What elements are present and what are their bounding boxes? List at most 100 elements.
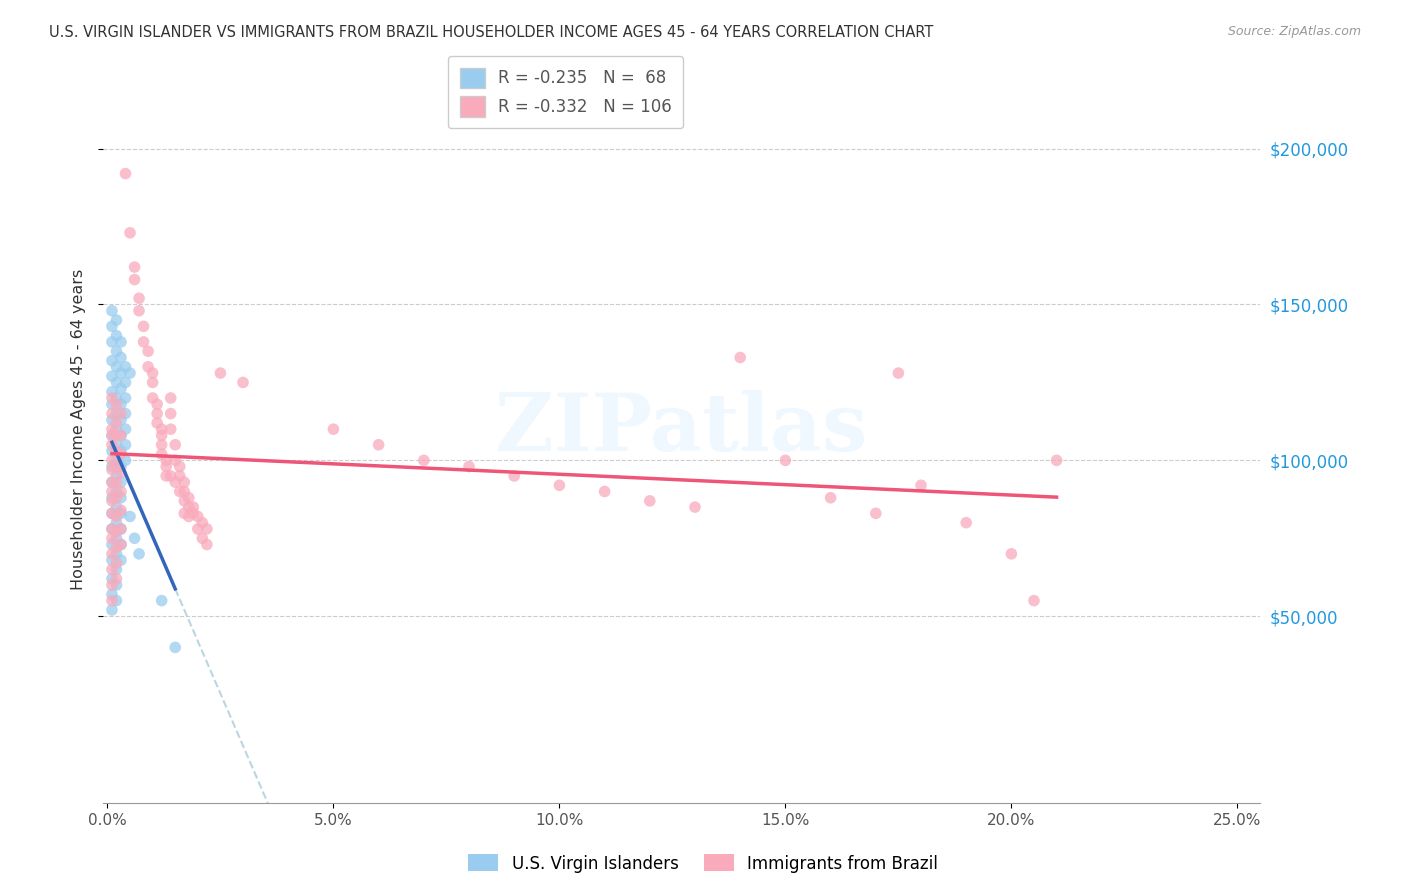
Point	[638, 494, 661, 508]
Point	[173, 484, 195, 499]
Point	[105, 541, 128, 555]
Point	[101, 422, 124, 436]
Point	[105, 428, 128, 442]
Point	[101, 428, 124, 442]
Text: ZIPatlas: ZIPatlas	[495, 390, 868, 468]
Point	[101, 587, 124, 601]
Point	[683, 500, 706, 515]
Point	[101, 463, 124, 477]
Point	[105, 459, 128, 474]
Point	[101, 506, 124, 520]
Point	[146, 397, 169, 411]
Point	[105, 422, 128, 436]
Point	[955, 516, 977, 530]
Point	[124, 531, 146, 545]
Point	[101, 491, 124, 505]
Point	[177, 491, 200, 505]
Point	[169, 484, 191, 499]
Point	[118, 509, 141, 524]
Point	[110, 334, 132, 349]
Point	[101, 475, 124, 490]
Point	[101, 572, 124, 586]
Point	[105, 500, 128, 515]
Point	[101, 537, 124, 551]
Point	[173, 506, 195, 520]
Point	[101, 413, 124, 427]
Point	[1022, 593, 1045, 607]
Point	[118, 226, 141, 240]
Point	[136, 359, 159, 374]
Point	[110, 537, 132, 551]
Point	[187, 522, 209, 536]
Point	[165, 453, 187, 467]
Point	[101, 562, 124, 576]
Point	[159, 469, 181, 483]
Point	[110, 503, 132, 517]
Point	[105, 438, 128, 452]
Point	[412, 453, 434, 467]
Point	[114, 391, 136, 405]
Point	[105, 407, 128, 421]
Point	[101, 578, 124, 592]
Point	[177, 509, 200, 524]
Point	[458, 459, 481, 474]
Point	[110, 447, 132, 461]
Point	[114, 438, 136, 452]
Point	[503, 469, 526, 483]
Point	[191, 516, 214, 530]
Point	[110, 397, 132, 411]
Point	[142, 376, 165, 390]
Point	[105, 453, 128, 467]
Point	[101, 319, 124, 334]
Point	[232, 376, 254, 390]
Point	[146, 407, 169, 421]
Point	[728, 351, 751, 365]
Point	[110, 522, 132, 536]
Point	[110, 428, 132, 442]
Point	[209, 366, 232, 380]
Point	[177, 500, 200, 515]
Point	[775, 453, 797, 467]
Point	[101, 407, 124, 421]
Point	[124, 260, 146, 274]
Point	[132, 334, 155, 349]
Point	[110, 506, 132, 520]
Point	[1045, 453, 1067, 467]
Point	[105, 578, 128, 592]
Point	[101, 522, 124, 536]
Legend: U.S. Virgin Islanders, Immigrants from Brazil: U.S. Virgin Islanders, Immigrants from B…	[461, 847, 945, 880]
Point	[101, 475, 124, 490]
Point	[105, 469, 128, 483]
Point	[105, 359, 128, 374]
Point	[150, 438, 173, 452]
Point	[114, 376, 136, 390]
Point	[101, 428, 124, 442]
Point	[110, 444, 132, 458]
Point	[169, 469, 191, 483]
Point	[155, 459, 177, 474]
Point	[110, 466, 132, 480]
Point	[101, 593, 124, 607]
Point	[101, 603, 124, 617]
Point	[191, 531, 214, 545]
Point	[159, 407, 181, 421]
Point	[101, 334, 124, 349]
Point	[101, 531, 124, 545]
Point	[118, 366, 141, 380]
Point	[159, 422, 181, 436]
Point	[105, 313, 128, 327]
Point	[101, 353, 124, 368]
Point	[165, 438, 187, 452]
Point	[142, 366, 165, 380]
Point	[105, 491, 128, 505]
Point	[114, 407, 136, 421]
Point	[110, 428, 132, 442]
Point	[105, 593, 128, 607]
Point	[195, 537, 218, 551]
Point	[322, 422, 344, 436]
Point	[101, 303, 124, 318]
Point	[105, 475, 128, 490]
Point	[142, 391, 165, 405]
Point	[105, 391, 128, 405]
Point	[181, 500, 204, 515]
